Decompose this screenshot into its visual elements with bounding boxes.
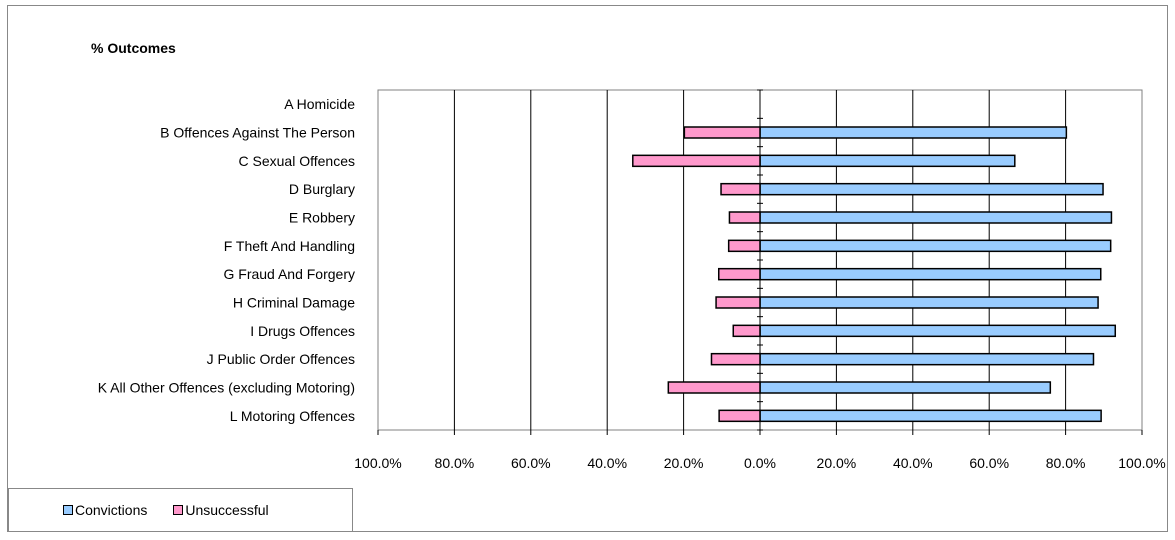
category-label: F Theft And Handling [224,238,355,254]
legend-item-unsuccessful: Unsuccessful [173,502,269,518]
category-label: B Offences Against The Person [160,125,355,141]
category-label: C Sexual Offences [239,153,355,169]
legend-item-convictions: Convictions [63,502,147,518]
bar-unsuccessful [727,239,761,253]
x-tick-label: 100.0% [354,455,401,471]
bar-unsuccessful [667,381,761,394]
bar-unsuccessful [720,182,761,196]
category-label: A Homicide [284,96,355,112]
x-tick-label: 0.0% [744,455,776,471]
bar-convictions [759,154,1016,168]
bar-unsuccessful [710,352,761,366]
bar-convictions [759,239,1112,253]
legend-label-unsuccessful: Unsuccessful [185,502,269,518]
bar-convictions [759,211,1113,224]
x-tick-label: 20.0% [817,455,857,471]
bar-unsuccessful [683,126,761,139]
legend-swatch-unsuccessful [173,505,184,515]
bar-unsuccessful [732,324,761,338]
bar-convictions [759,267,1102,281]
bar-unsuccessful [718,409,761,423]
category-label: H Criminal Damage [233,295,355,311]
category-label: K All Other Offences (excluding Motoring… [98,380,355,396]
bar-convictions [759,409,1102,423]
bar-unsuccessful [715,296,761,309]
x-tick-label: 100.0% [1118,455,1165,471]
legend: Convictions Unsuccessful [8,488,353,532]
category-label: J Public Order Offences [207,351,355,367]
x-tick-label: 20.0% [664,455,704,471]
category-label: E Robbery [289,210,355,226]
bar-convictions [759,352,1095,366]
category-label: I Drugs Offences [250,323,355,339]
legend-swatch-convictions [63,505,73,515]
bar-unsuccessful [717,267,761,281]
x-tick-label: 80.0% [1046,455,1086,471]
category-label: L Motoring Offences [230,408,355,424]
bar-convictions [759,324,1117,338]
chart-title: % Outcomes [91,40,176,56]
x-tick-label: 60.0% [969,455,1009,471]
bar-convictions [759,182,1104,196]
legend-label-convictions: Convictions [75,502,148,518]
x-tick-label: 40.0% [893,455,933,471]
bar-convictions [759,126,1068,139]
category-label: D Burglary [289,181,355,197]
bar-convictions [759,296,1099,309]
x-tick-label: 80.0% [435,455,475,471]
bar-convictions [759,381,1052,394]
x-tick-label: 40.0% [587,455,627,471]
bar-unsuccessful [632,154,761,168]
x-tick-label: 60.0% [511,455,551,471]
category-label: G Fraud And Forgery [223,266,355,282]
bar-unsuccessful [728,211,761,224]
